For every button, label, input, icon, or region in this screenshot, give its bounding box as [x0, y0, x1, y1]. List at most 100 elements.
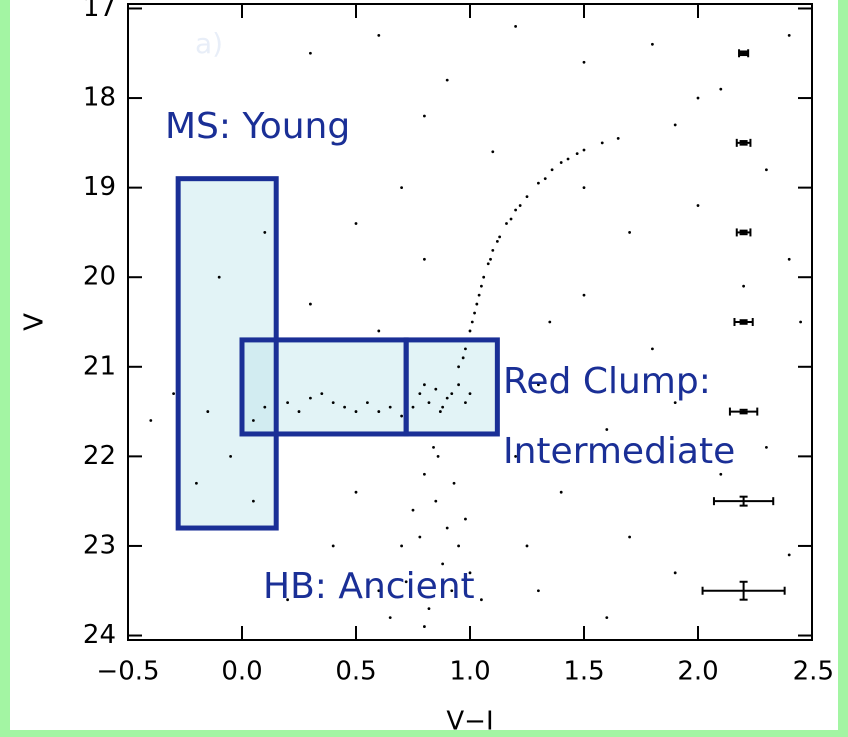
x-tick-label: 0.0: [221, 657, 262, 687]
star-point: [787, 553, 791, 557]
star-point: [464, 347, 467, 351]
star-point: [559, 161, 563, 164]
star-point: [473, 311, 476, 315]
annotation: HB: Ancient: [263, 566, 475, 607]
star-point: [464, 517, 467, 521]
star-point: [787, 257, 791, 261]
star-point: [404, 580, 408, 584]
error-bar: [735, 228, 752, 237]
star-point: [436, 454, 440, 458]
star-point: [566, 157, 570, 161]
star-point: [489, 257, 492, 261]
y-axis-label: V: [20, 313, 50, 331]
star-point: [263, 231, 267, 234]
star-point: [696, 204, 700, 207]
star-point: [229, 454, 233, 458]
star-point: [550, 168, 554, 172]
star-point: [297, 410, 301, 413]
star-point: [377, 329, 381, 333]
x-tick-label: 2.0: [677, 657, 718, 687]
star-point: [559, 490, 563, 494]
star-point: [537, 383, 540, 387]
star-point: [480, 598, 483, 602]
region-outline: [403, 337, 500, 437]
star-point: [605, 428, 609, 431]
star-point: [452, 481, 456, 485]
star-point: [427, 401, 431, 405]
star-point: [354, 410, 358, 413]
star-point: [525, 544, 529, 548]
star-point: [441, 562, 445, 566]
star-point: [343, 405, 346, 409]
star-point: [765, 446, 768, 449]
star-point: [252, 419, 255, 422]
star-point: [480, 284, 483, 288]
star-point: [450, 392, 454, 396]
star-point: [482, 275, 486, 279]
star-point: [799, 320, 802, 324]
star-point: [309, 396, 312, 400]
star-point: [432, 446, 435, 449]
star-point: [543, 177, 547, 181]
star-point: [309, 51, 312, 55]
star-point: [445, 396, 449, 400]
star-point: [475, 302, 479, 306]
star-point: [457, 544, 460, 548]
error-bar: [728, 407, 759, 416]
star-point: [423, 472, 426, 476]
star-point: [719, 472, 723, 476]
star-point: [509, 217, 513, 221]
star-point: [434, 499, 438, 503]
star-point: [514, 454, 517, 458]
x-tick-label: 0.5: [335, 657, 376, 687]
star-point: [491, 150, 495, 154]
y-tick-label: 18: [83, 83, 116, 113]
star-point: [582, 293, 586, 297]
star-point: [377, 410, 381, 413]
star-point: [377, 33, 381, 37]
star-point: [438, 410, 442, 413]
star-point: [582, 60, 586, 64]
star-point: [423, 114, 426, 118]
star-point: [491, 248, 495, 252]
star-point: [354, 222, 358, 225]
x-tick-label: 1.0: [449, 657, 490, 687]
star-point: [575, 152, 579, 155]
star-point: [411, 405, 415, 409]
star-point: [206, 410, 210, 413]
star-point: [468, 571, 472, 575]
star-point: [427, 607, 431, 611]
star-point: [651, 42, 654, 46]
y-tick-label: 19: [83, 172, 116, 202]
star-point: [172, 392, 176, 396]
star-point: [582, 186, 586, 190]
star-point: [423, 383, 426, 387]
star-point: [673, 123, 677, 127]
star-point: [441, 405, 445, 409]
error-bar: [738, 49, 750, 58]
star-point: [423, 625, 426, 628]
plot-background: [10, 0, 838, 730]
star-point: [309, 302, 312, 306]
star-point: [468, 392, 472, 396]
star-point: [252, 499, 255, 503]
x-tick-label: −0.5: [96, 657, 159, 687]
region-box: [242, 339, 407, 434]
star-point: [616, 136, 620, 140]
region-box: [406, 339, 498, 434]
star-point: [742, 284, 745, 288]
star-point: [457, 383, 460, 387]
star-point: [514, 24, 517, 28]
annotation: Red Clump:: [503, 361, 711, 402]
star-point: [411, 508, 415, 512]
star-point: [457, 365, 460, 369]
annotation: Intermediate: [503, 431, 735, 472]
region-outline: [175, 176, 279, 531]
star-point: [445, 78, 449, 82]
star-point: [514, 208, 517, 212]
y-tick-label: 24: [83, 620, 116, 650]
star-point: [470, 320, 474, 324]
star-point: [418, 535, 422, 539]
error-bar: [733, 318, 754, 326]
